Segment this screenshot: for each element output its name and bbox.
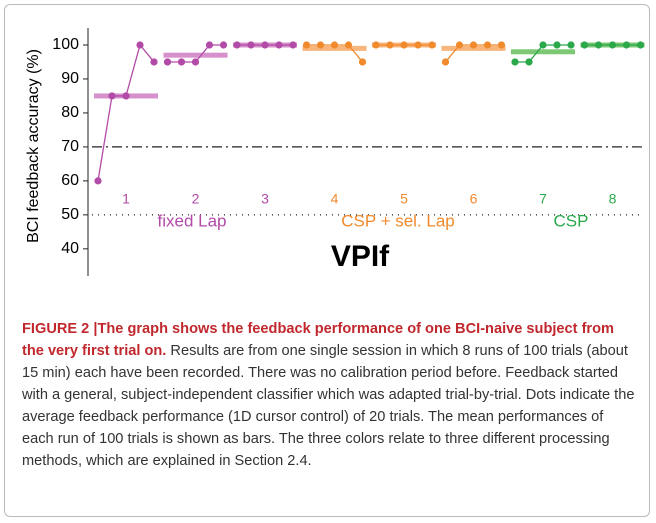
trial-dot <box>553 41 561 49</box>
y-tick-label: 60 <box>61 172 79 189</box>
trial-dot <box>580 41 589 49</box>
trial-dot <box>233 41 241 49</box>
trial-dot <box>636 41 645 49</box>
trial-dot <box>567 41 575 49</box>
trial-dot <box>469 41 478 49</box>
group-label: CSP <box>554 211 589 230</box>
trial-dot <box>483 41 492 49</box>
trial-dot <box>455 41 464 49</box>
trial-dot <box>122 92 130 100</box>
trial-dot <box>191 58 200 66</box>
y-tick-label: 80 <box>61 104 79 121</box>
y-axis-label: BCI feedback accuracy (%) <box>25 49 42 243</box>
trial-dot <box>247 41 255 49</box>
chart-title: VPIf <box>331 240 390 273</box>
trial-dot <box>163 58 172 66</box>
trial-dot <box>316 41 325 49</box>
run-label: 6 <box>470 191 478 207</box>
mean-bar <box>163 52 228 58</box>
trial-dot <box>108 92 116 100</box>
trial-dot <box>136 41 144 49</box>
trial-dot <box>219 41 228 49</box>
trial-dot <box>497 41 506 49</box>
trial-dot <box>386 41 394 49</box>
y-tick-label: 100 <box>52 36 79 53</box>
trial-dot <box>358 58 367 66</box>
caption: FIGURE 2 |The graph shows the feedback p… <box>22 318 636 472</box>
trial-dot <box>205 41 214 49</box>
figure-frame <box>4 4 650 517</box>
caption-title: FIGURE 2 |The graph shows the feedback p… <box>22 321 615 359</box>
y-tick-label: 90 <box>61 70 79 87</box>
trial-dot <box>289 41 297 49</box>
trial-dot <box>330 41 339 49</box>
trial-dot <box>414 41 422 49</box>
trial-dot <box>344 41 353 49</box>
trial-dot <box>441 58 450 66</box>
mean-bar <box>511 49 575 55</box>
y-tick-label: 40 <box>61 240 79 257</box>
trial-dot <box>400 41 408 49</box>
trial-dot <box>594 41 603 49</box>
chart: BCI feedback accuracy (%) VPIf 40 50 60 70 8… <box>25 28 645 276</box>
trial-dot <box>372 41 380 49</box>
trial-dot <box>525 58 533 66</box>
trial-dot <box>261 41 269 49</box>
trial-dot <box>177 58 186 66</box>
run-label: 4 <box>331 191 339 207</box>
group-label: fixed Lap <box>158 211 227 230</box>
group-label: CSP + sel. Lap <box>341 211 455 230</box>
run-line <box>97 43 155 181</box>
run-label: 7 <box>539 191 547 207</box>
trial-dot <box>539 41 547 49</box>
run-label: 3 <box>261 191 269 207</box>
trial-dot <box>608 41 617 49</box>
run-label: 1 <box>122 191 130 207</box>
trial-dot <box>94 177 102 185</box>
trial-dot <box>302 41 311 49</box>
run-label: 5 <box>400 191 408 207</box>
caption-text: Results are from one single session in w… <box>22 343 635 469</box>
trial-dot <box>622 41 631 49</box>
run-label: 2 <box>192 191 200 207</box>
trial-dot <box>511 58 519 66</box>
trial-dot <box>150 58 158 66</box>
y-tick-label: 50 <box>61 206 79 223</box>
trial-dot <box>428 41 436 49</box>
y-tick-label: 70 <box>61 138 79 155</box>
trial-dot <box>275 41 283 49</box>
run-label: 8 <box>609 191 617 207</box>
